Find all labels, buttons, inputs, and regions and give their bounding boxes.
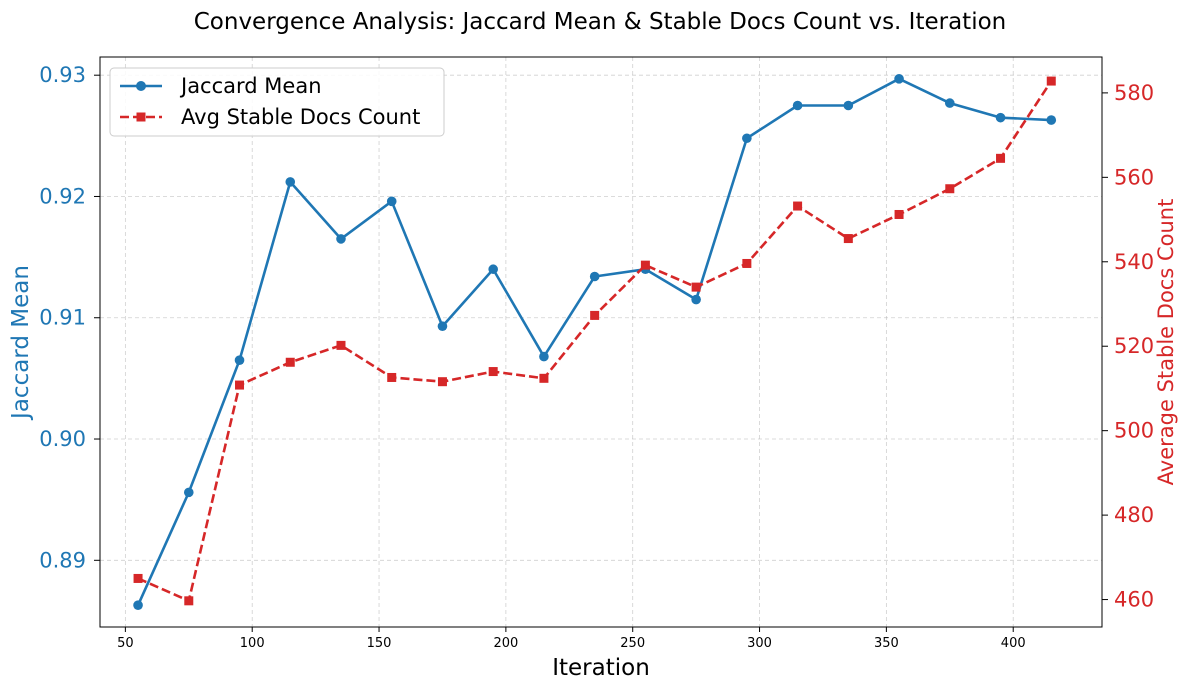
- data-point-avg-stable-docs-count: [691, 282, 701, 292]
- data-point-avg-stable-docs-count: [996, 153, 1006, 163]
- x-axis-label: Iteration: [552, 655, 650, 681]
- x-tick-label: 350: [874, 636, 899, 651]
- data-point-avg-stable-docs-count: [894, 209, 904, 219]
- data-point-jaccard-mean: [894, 74, 904, 84]
- data-point-avg-stable-docs-count: [590, 310, 600, 320]
- legend-marker-avg-stable-docs-count: [136, 112, 146, 122]
- x-axis: 50 100 150 200 250 300 350 400: [117, 627, 1026, 651]
- data-point-jaccard-mean: [488, 264, 498, 275]
- y-axis-right-label: Average Stable Docs Count: [1154, 199, 1178, 486]
- data-point-avg-stable-docs-count: [285, 357, 295, 367]
- y-right-tick-label: 500: [1114, 419, 1154, 443]
- data-point-jaccard-mean: [589, 271, 600, 282]
- data-point-jaccard-mean: [285, 177, 296, 187]
- legend-label-jaccard-mean: Jaccard Mean: [179, 74, 322, 98]
- data-point-jaccard-mean: [944, 98, 955, 108]
- data-point-avg-stable-docs-count: [437, 377, 447, 387]
- x-tick-label: 150: [367, 636, 392, 651]
- data-point-jaccard-mean: [386, 196, 397, 207]
- data-point-jaccard-mean: [539, 351, 549, 362]
- chart-title: Convergence Analysis: Jaccard Mean & Sta…: [194, 9, 1007, 35]
- y-right-tick-label: 480: [1114, 503, 1154, 527]
- y-right-tick-label: 560: [1114, 165, 1154, 189]
- x-tick-label: 200: [493, 636, 518, 651]
- plot-frame: [99, 56, 1103, 628]
- data-point-jaccard-mean: [995, 112, 1006, 123]
- data-point-jaccard-mean: [742, 133, 752, 144]
- data-point-avg-stable-docs-count: [742, 258, 752, 268]
- data-point-jaccard-mean: [691, 294, 701, 305]
- data-point-jaccard-mean: [1046, 115, 1057, 125]
- y-left-tick-label: 0.90: [39, 427, 86, 451]
- y-axis-right: 460 480 500 520 540 560 580: [1102, 81, 1154, 612]
- x-tick-label: 100: [240, 636, 265, 651]
- legend-entry-avg-stable-docs-count: Avg Stable Docs Count: [120, 105, 420, 129]
- data-point-avg-stable-docs-count: [488, 367, 498, 377]
- data-point-avg-stable-docs-count: [1046, 76, 1056, 86]
- data-point-jaccard-mean: [437, 321, 448, 332]
- series-layer: [133, 74, 1057, 610]
- data-point-jaccard-mean: [133, 600, 143, 610]
- legend-box: [109, 67, 445, 137]
- y-left-tick-label: 0.91: [39, 306, 86, 330]
- data-point-avg-stable-docs-count: [640, 260, 650, 270]
- data-point-avg-stable-docs-count: [133, 573, 143, 583]
- x-tick-label: 50: [117, 636, 134, 651]
- y-right-tick-label: 540: [1114, 250, 1154, 274]
- y-left-tick-label: 0.92: [39, 184, 86, 208]
- data-point-jaccard-mean: [792, 100, 803, 111]
- data-point-avg-stable-docs-count: [184, 596, 194, 606]
- x-tick-label: 400: [1001, 636, 1026, 651]
- y-left-tick-label: 0.93: [39, 63, 86, 87]
- y-right-tick-label: 580: [1114, 81, 1154, 105]
- data-point-avg-stable-docs-count: [336, 340, 346, 350]
- legend-marker-jaccard-mean: [136, 81, 146, 91]
- y-axis-left-label: Jaccard Mean: [8, 265, 34, 421]
- data-point-avg-stable-docs-count: [539, 373, 549, 383]
- data-point-jaccard-mean: [234, 355, 245, 365]
- data-point-jaccard-mean: [336, 234, 346, 244]
- x-tick-label: 300: [747, 636, 772, 651]
- x-tick-label: 250: [620, 636, 645, 651]
- data-point-avg-stable-docs-count: [387, 372, 397, 382]
- data-point-avg-stable-docs-count: [945, 184, 955, 194]
- data-point-avg-stable-docs-count: [793, 201, 803, 211]
- y-axis-left: 0.89 0.90 0.91 0.92 0.93: [39, 63, 100, 572]
- legend-label-avg-stable-docs-count: Avg Stable Docs Count: [181, 105, 420, 129]
- data-point-avg-stable-docs-count: [843, 234, 853, 244]
- data-point-jaccard-mean: [843, 100, 854, 111]
- data-point-avg-stable-docs-count: [235, 380, 245, 390]
- legend: Jaccard Mean Avg Stable Docs Count: [109, 67, 445, 137]
- data-point-jaccard-mean: [183, 487, 194, 498]
- y-right-tick-label: 460: [1114, 588, 1154, 612]
- grid-lines: [100, 57, 1102, 627]
- y-left-tick-label: 0.89: [39, 548, 86, 572]
- y-right-tick-label: 520: [1114, 334, 1154, 358]
- legend-entry-jaccard-mean: Jaccard Mean: [120, 74, 322, 98]
